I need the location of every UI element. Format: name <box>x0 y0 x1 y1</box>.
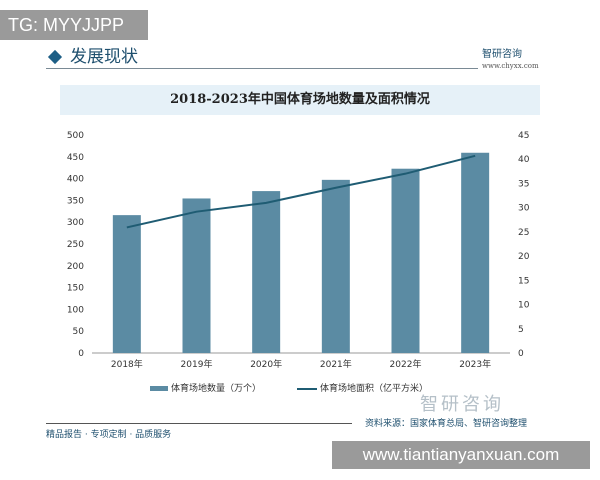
y-right-tick-label: 35 <box>518 179 529 189</box>
y-right-tick-label: 45 <box>518 131 529 141</box>
bar <box>252 191 281 353</box>
bar <box>182 198 211 353</box>
y-right-tick-label: 20 <box>518 252 530 262</box>
y-left-tick-label: 150 <box>67 284 84 294</box>
x-tick-label: 2019年 <box>181 358 213 370</box>
legend-bar: 体育场地数量（万个） <box>150 381 261 394</box>
y-left-tick-label: 400 <box>67 175 84 185</box>
y-left-tick-label: 50 <box>73 327 85 337</box>
bar <box>112 215 141 353</box>
section-header: 发展现状 <box>47 42 138 67</box>
x-tick-label: 2021年 <box>320 358 352 370</box>
y-right-tick-label: 40 <box>518 155 530 165</box>
footer-slogan: 精品报告 · 专项定制 · 品质服务 <box>46 430 172 440</box>
legend-bar-swatch <box>150 386 168 391</box>
bar <box>391 168 420 353</box>
x-tick-label: 2022年 <box>390 358 422 370</box>
y-right-tick-label: 5 <box>518 325 524 335</box>
x-tick-label: 2018年 <box>111 358 143 370</box>
area-line <box>126 154 476 229</box>
brand-logo: 智研咨询 <box>482 49 522 60</box>
section-title: 发展现状 <box>70 47 138 67</box>
x-tick-label: 2020年 <box>250 358 282 370</box>
legend-line-label: 体育场地面积（亿平方米） <box>320 384 429 394</box>
y-right-tick-label: 15 <box>518 276 529 286</box>
legend-line-swatch <box>297 387 317 390</box>
footer-divider <box>46 423 352 424</box>
source-note: 资料来源：国家体育总局、智研咨询整理 <box>365 419 528 429</box>
legend-bar-label: 体育场地数量（万个） <box>171 384 262 394</box>
y-left-tick-label: 500 <box>67 131 84 141</box>
legend-line: 体育场地面积（亿平方米） <box>297 381 428 394</box>
y-left-tick-label: 200 <box>67 262 84 272</box>
bar <box>321 179 350 353</box>
watermark-bottom: www.tiantianyanxuan.com <box>332 441 590 469</box>
y-left-tick-label: 300 <box>67 218 84 228</box>
y-left-tick-label: 0 <box>78 349 84 359</box>
header-divider <box>46 68 478 69</box>
y-left-tick-label: 250 <box>67 240 84 250</box>
y-left-tick-label: 100 <box>67 305 84 315</box>
y-right-tick-label: 25 <box>518 228 529 238</box>
y-left-tick-label: 350 <box>67 196 84 206</box>
y-right-tick-label: 0 <box>518 349 524 359</box>
bar <box>461 152 490 353</box>
y-right-tick-label: 30 <box>518 204 530 214</box>
brand-url: www.chyxx.com <box>482 62 539 70</box>
brand-watermark: 智研咨询 <box>420 394 504 415</box>
chart-title: 2018-2023年中国体育场地数量及面积情况 <box>60 85 540 115</box>
watermark-top: TG: MYYJJPP <box>0 10 148 40</box>
y-right-tick-label: 10 <box>518 301 530 311</box>
x-tick-label: 2023年 <box>459 358 491 370</box>
y-left-tick-label: 450 <box>67 153 84 163</box>
